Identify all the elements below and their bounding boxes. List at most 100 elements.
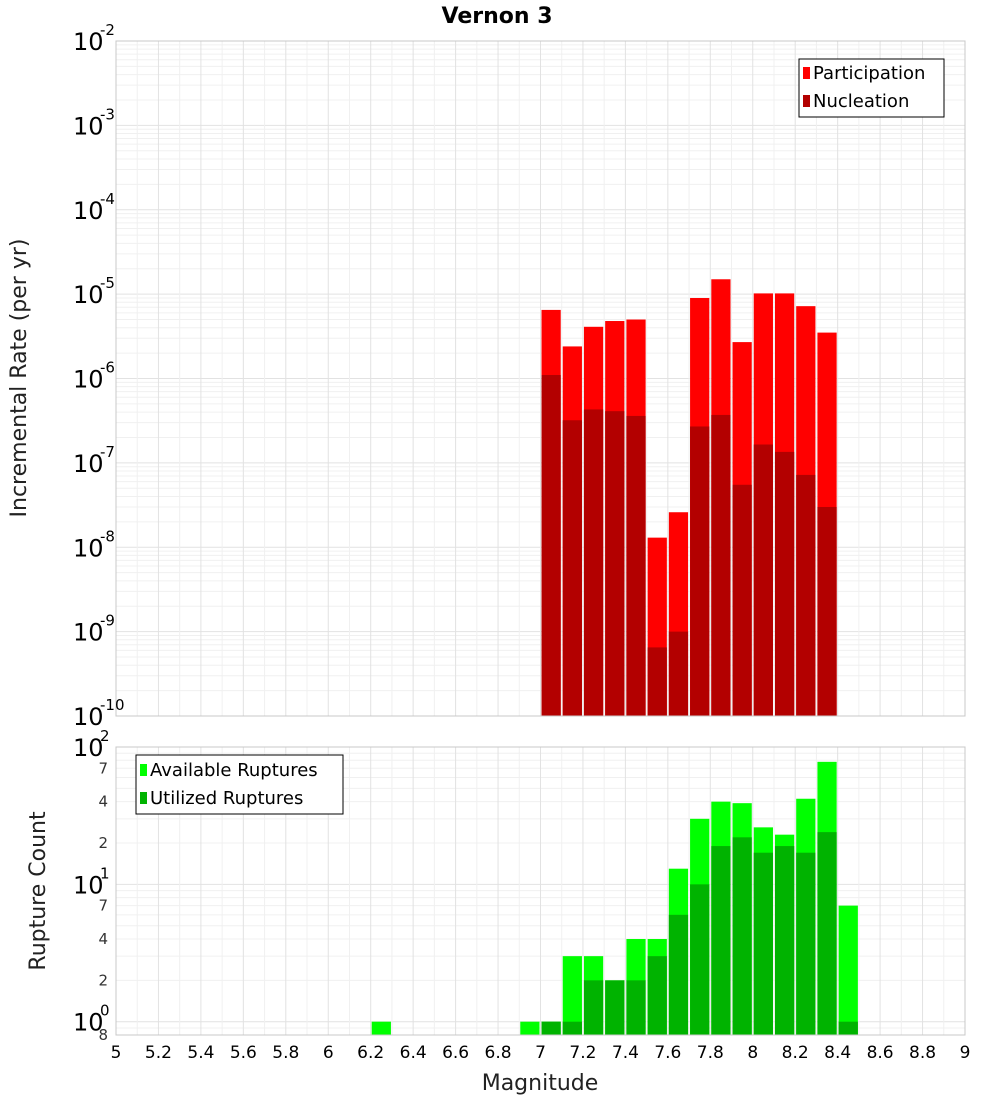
x-tick-labels: 5 5.2 5.4 5.6 5.8 6 6.2 6.4 6.6 6.8 7 7.2 7.4 7.6 7.8 8… [111, 1043, 971, 1063]
top-y-tick-label: 10-2 [73, 21, 115, 56]
tick-base: 10 [73, 703, 104, 731]
tick-exponent: -6 [100, 359, 115, 377]
nucleation-bar [541, 375, 561, 716]
nucleation-bar [562, 420, 582, 716]
tick-base: 10 [73, 28, 104, 56]
tick-exponent: 1 [100, 864, 110, 882]
top-legend: Participation Nucleation [798, 58, 945, 118]
top-y-tick-label: 10-3 [73, 105, 115, 140]
bottom-minor-tick-label: 8 [98, 1026, 108, 1044]
x-tick-label: 5.4 [187, 1043, 214, 1063]
nucleation-bar [690, 426, 710, 716]
tick-base: 10 [73, 534, 104, 562]
x-tick-label: 5.8 [272, 1043, 299, 1063]
top-y-tick-label: 10-10 [73, 696, 125, 731]
nucleation-bar [647, 647, 667, 716]
tick-exponent: -8 [100, 527, 115, 545]
x-tick-label: 8.6 [867, 1043, 894, 1063]
utilized-ruptures-bar [690, 884, 710, 1035]
utilized-ruptures-bar [817, 832, 837, 1035]
bottom-y-tick-label: 101 [73, 864, 110, 899]
bottom-minor-tick-label: 4 [98, 930, 108, 948]
utilized-legend-swatch [140, 792, 147, 804]
top-bars [541, 279, 837, 716]
bottom-minor-tick-label: 7 [98, 759, 108, 777]
top-grid [115, 40, 966, 717]
nucleation-bar [605, 411, 625, 716]
tick-exponent: -2 [100, 21, 115, 39]
x-tick-label: 5 [111, 1043, 122, 1063]
utilized-ruptures-bar [732, 837, 752, 1035]
top-y-tick-label: 10-7 [73, 443, 115, 478]
top-y-tick-label: 10-9 [73, 612, 115, 647]
available-legend-label: Available Ruptures [150, 760, 318, 781]
top-y-axis-label: Incremental Rate (per yr) [7, 239, 32, 518]
x-tick-label: 9 [960, 1043, 971, 1063]
participation-legend-swatch [803, 67, 810, 79]
nucleation-legend-label: Nucleation [813, 91, 909, 112]
nucleation-bar [626, 415, 646, 716]
tick-base: 10 [73, 112, 104, 140]
utilized-legend-label: Utilized Ruptures [150, 788, 303, 809]
top-y-tick-label: 10-8 [73, 527, 115, 562]
nucleation-bar [711, 414, 731, 716]
x-tick-label: 8.2 [782, 1043, 809, 1063]
utilized-ruptures-bar [753, 852, 773, 1035]
chart-title: Vernon 3 [442, 4, 553, 29]
bottom-minor-tick-label: 2 [98, 971, 108, 989]
x-tick-label: 8.8 [909, 1043, 936, 1063]
tick-base: 10 [73, 734, 104, 762]
x-tick-label: 6 [323, 1043, 334, 1063]
utilized-ruptures-bar [711, 846, 731, 1035]
x-axis-label: Magnitude [482, 1071, 599, 1096]
tick-base: 10 [73, 619, 104, 647]
bottom-minor-tick-label: 7 [98, 897, 108, 915]
nucleation-bar [668, 631, 689, 716]
x-tick-label: 7 [535, 1043, 546, 1063]
nucleation-bar [753, 444, 773, 716]
tick-base: 10 [73, 197, 104, 225]
x-tick-label: 5.6 [230, 1043, 257, 1063]
participation-legend-label: Participation [813, 63, 925, 84]
tick-exponent: 0 [100, 1002, 110, 1020]
tick-exponent: -9 [100, 612, 115, 630]
tick-base: 10 [73, 366, 104, 394]
top-y-tick-label: 10-4 [73, 190, 115, 225]
nucleation-bar [583, 409, 604, 716]
utilized-ruptures-bar [541, 1021, 561, 1035]
bottom-minor-tick-label: 4 [98, 793, 108, 811]
x-tick-label: 8.4 [824, 1043, 851, 1063]
top-y-tick-label: 10-5 [73, 274, 115, 309]
bottom-legend-box [135, 754, 344, 815]
nucleation-bar [732, 484, 752, 716]
utilized-ruptures-bar [796, 852, 816, 1035]
tick-exponent: -10 [100, 696, 125, 714]
x-tick-label: 5.2 [145, 1043, 172, 1063]
top-y-tick-label: 10-6 [73, 359, 115, 394]
bottom-bars [371, 761, 858, 1035]
utilized-ruptures-bar [626, 980, 646, 1035]
bottom-minor-tick-label: 2 [98, 834, 108, 852]
tick-base: 10 [73, 450, 104, 478]
nucleation-legend-swatch [803, 95, 810, 107]
utilized-ruptures-bar [647, 956, 667, 1035]
top-legend-box [798, 58, 945, 118]
x-tick-label: 7.4 [612, 1043, 639, 1063]
x-tick-label: 7.6 [654, 1043, 681, 1063]
bottom-y-tick-label: 102 [73, 727, 110, 762]
x-tick-label: 6.2 [357, 1043, 384, 1063]
utilized-ruptures-bar [562, 1021, 582, 1035]
x-tick-label: 7.8 [697, 1043, 724, 1063]
utilized-ruptures-bar [838, 1021, 858, 1035]
bottom-y-axis-label: Rupture Count [26, 811, 51, 971]
x-tick-label: 8 [747, 1043, 758, 1063]
nucleation-bar [817, 506, 837, 716]
nucleation-bar [796, 474, 816, 716]
available-ruptures-bar [838, 905, 858, 1035]
tick-base: 10 [73, 1009, 104, 1037]
utilized-ruptures-bar [774, 846, 795, 1035]
x-tick-label: 6.8 [485, 1043, 512, 1063]
available-ruptures-bar [520, 1021, 540, 1035]
tick-exponent: -7 [100, 443, 115, 461]
